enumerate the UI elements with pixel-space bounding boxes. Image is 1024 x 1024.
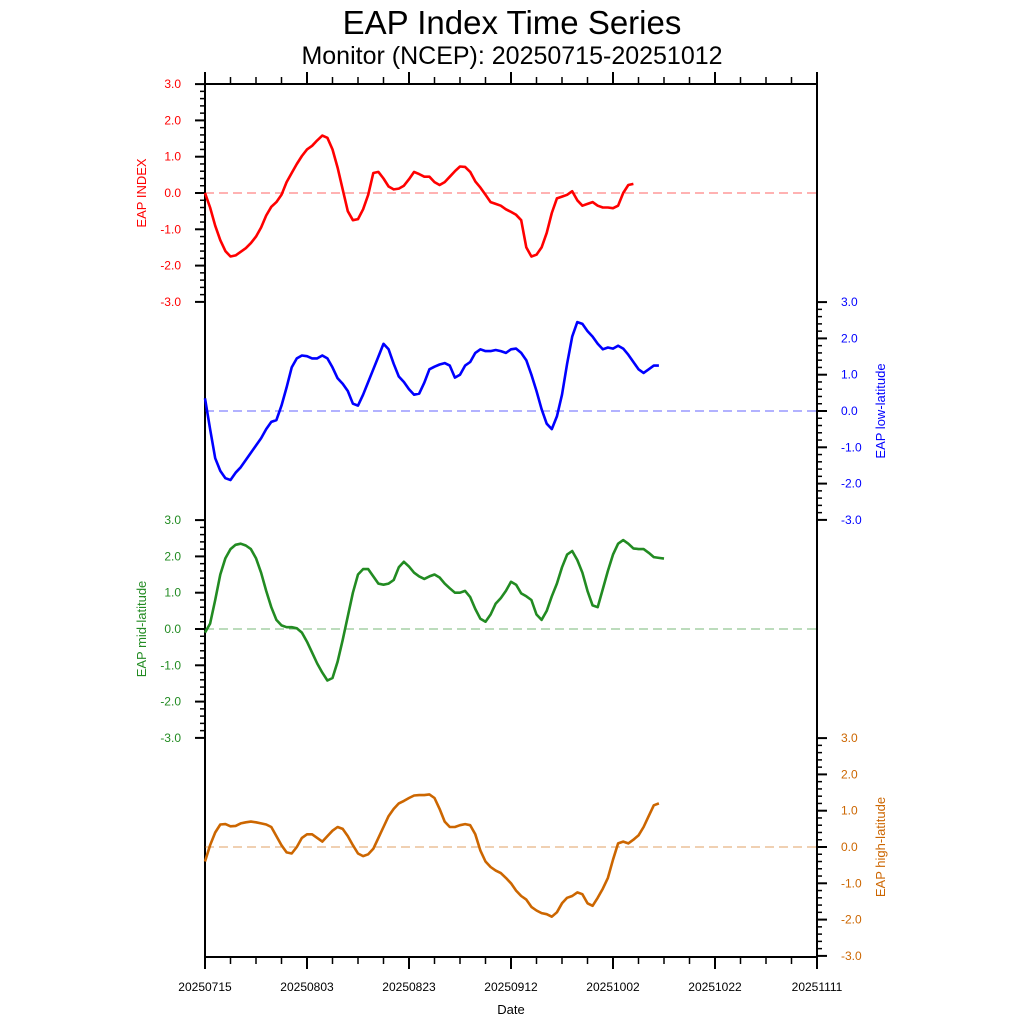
x-tick-label: 20250803 xyxy=(280,980,334,994)
y-tick-label: 2.0 xyxy=(164,113,181,127)
panel-ylabel: EAP mid-latitude xyxy=(134,581,149,678)
y-tick-label: 3.0 xyxy=(164,77,181,91)
y-tick-label: 1.0 xyxy=(164,586,181,600)
y-tick-label: 2.0 xyxy=(841,767,858,781)
x-tick-label: 20251111 xyxy=(792,980,843,994)
panel-4: 3.0 2.0 1.0 0.0 -1.0 -2.0 -3.0 EAP high-latitud… xyxy=(203,731,888,963)
y-tick-label: -3.0 xyxy=(841,949,862,963)
y-tick-label: -3.0 xyxy=(160,295,181,309)
plot-frame xyxy=(204,83,818,958)
series-line xyxy=(203,134,634,258)
series-line xyxy=(203,793,660,918)
panels-group: 3.0 2.0 1.0 0.0 -1.0 -2.0 -3.0 EAP INDEX 3.0 2.0 1… xyxy=(134,77,888,963)
y-tick-label: 1.0 xyxy=(164,150,181,164)
panel-ylabel: EAP INDEX xyxy=(134,158,149,227)
x-tick-label: 20251002 xyxy=(586,980,640,994)
y-tick-label: -2.0 xyxy=(160,695,181,709)
panel-1: 3.0 2.0 1.0 0.0 -1.0 -2.0 -3.0 EAP INDEX xyxy=(134,77,817,309)
y-tick-label: 1.0 xyxy=(841,804,858,818)
x-tick-label: 20251022 xyxy=(688,980,742,994)
y-tick-label: -3.0 xyxy=(841,513,862,527)
y-tick-label: -1.0 xyxy=(841,440,862,454)
x-tick-label: 20250912 xyxy=(484,980,538,994)
x-axis-label: Date xyxy=(497,1002,524,1017)
x-axis: 20250715 20250803 20250823 20250912 20251002… xyxy=(178,72,843,994)
chart-title: EAP Index Time Series xyxy=(343,4,682,41)
series-line xyxy=(203,320,659,482)
panel-3: 3.0 2.0 1.0 0.0 -1.0 -2.0 -3.0 EAP mid-latitude xyxy=(134,513,817,745)
y-tick-label: 0.0 xyxy=(841,404,858,418)
panel-ylabel: EAP high-latitude xyxy=(873,797,888,897)
y-tick-label: -2.0 xyxy=(160,259,181,273)
y-tick-label: -1.0 xyxy=(160,222,181,236)
y-tick-label: 0.0 xyxy=(164,622,181,636)
series-line xyxy=(203,538,665,682)
y-tick-label: 3.0 xyxy=(164,513,181,527)
panel-2: 3.0 2.0 1.0 0.0 -1.0 -2.0 -3.0 EAP low-latitude xyxy=(203,295,888,527)
y-tick-label: -1.0 xyxy=(841,876,862,890)
y-tick-label: -1.0 xyxy=(160,658,181,672)
y-tick-label: -3.0 xyxy=(160,731,181,745)
chart-subtitle: Monitor (NCEP): 20250715-20251012 xyxy=(301,42,722,70)
y-tick-label: 0.0 xyxy=(164,186,181,200)
y-tick-label: 2.0 xyxy=(841,331,858,345)
x-tick-label: 20250823 xyxy=(382,980,436,994)
y-tick-label: 3.0 xyxy=(841,295,858,309)
y-tick-label: 2.0 xyxy=(164,549,181,563)
y-tick-label: 1.0 xyxy=(841,368,858,382)
y-tick-label: 3.0 xyxy=(841,731,858,745)
y-tick-label: -2.0 xyxy=(841,913,862,927)
x-tick-label: 20250715 xyxy=(178,980,232,994)
y-tick-label: -2.0 xyxy=(841,477,862,491)
y-tick-label: 0.0 xyxy=(841,840,858,854)
panel-ylabel: EAP low-latitude xyxy=(873,363,888,458)
